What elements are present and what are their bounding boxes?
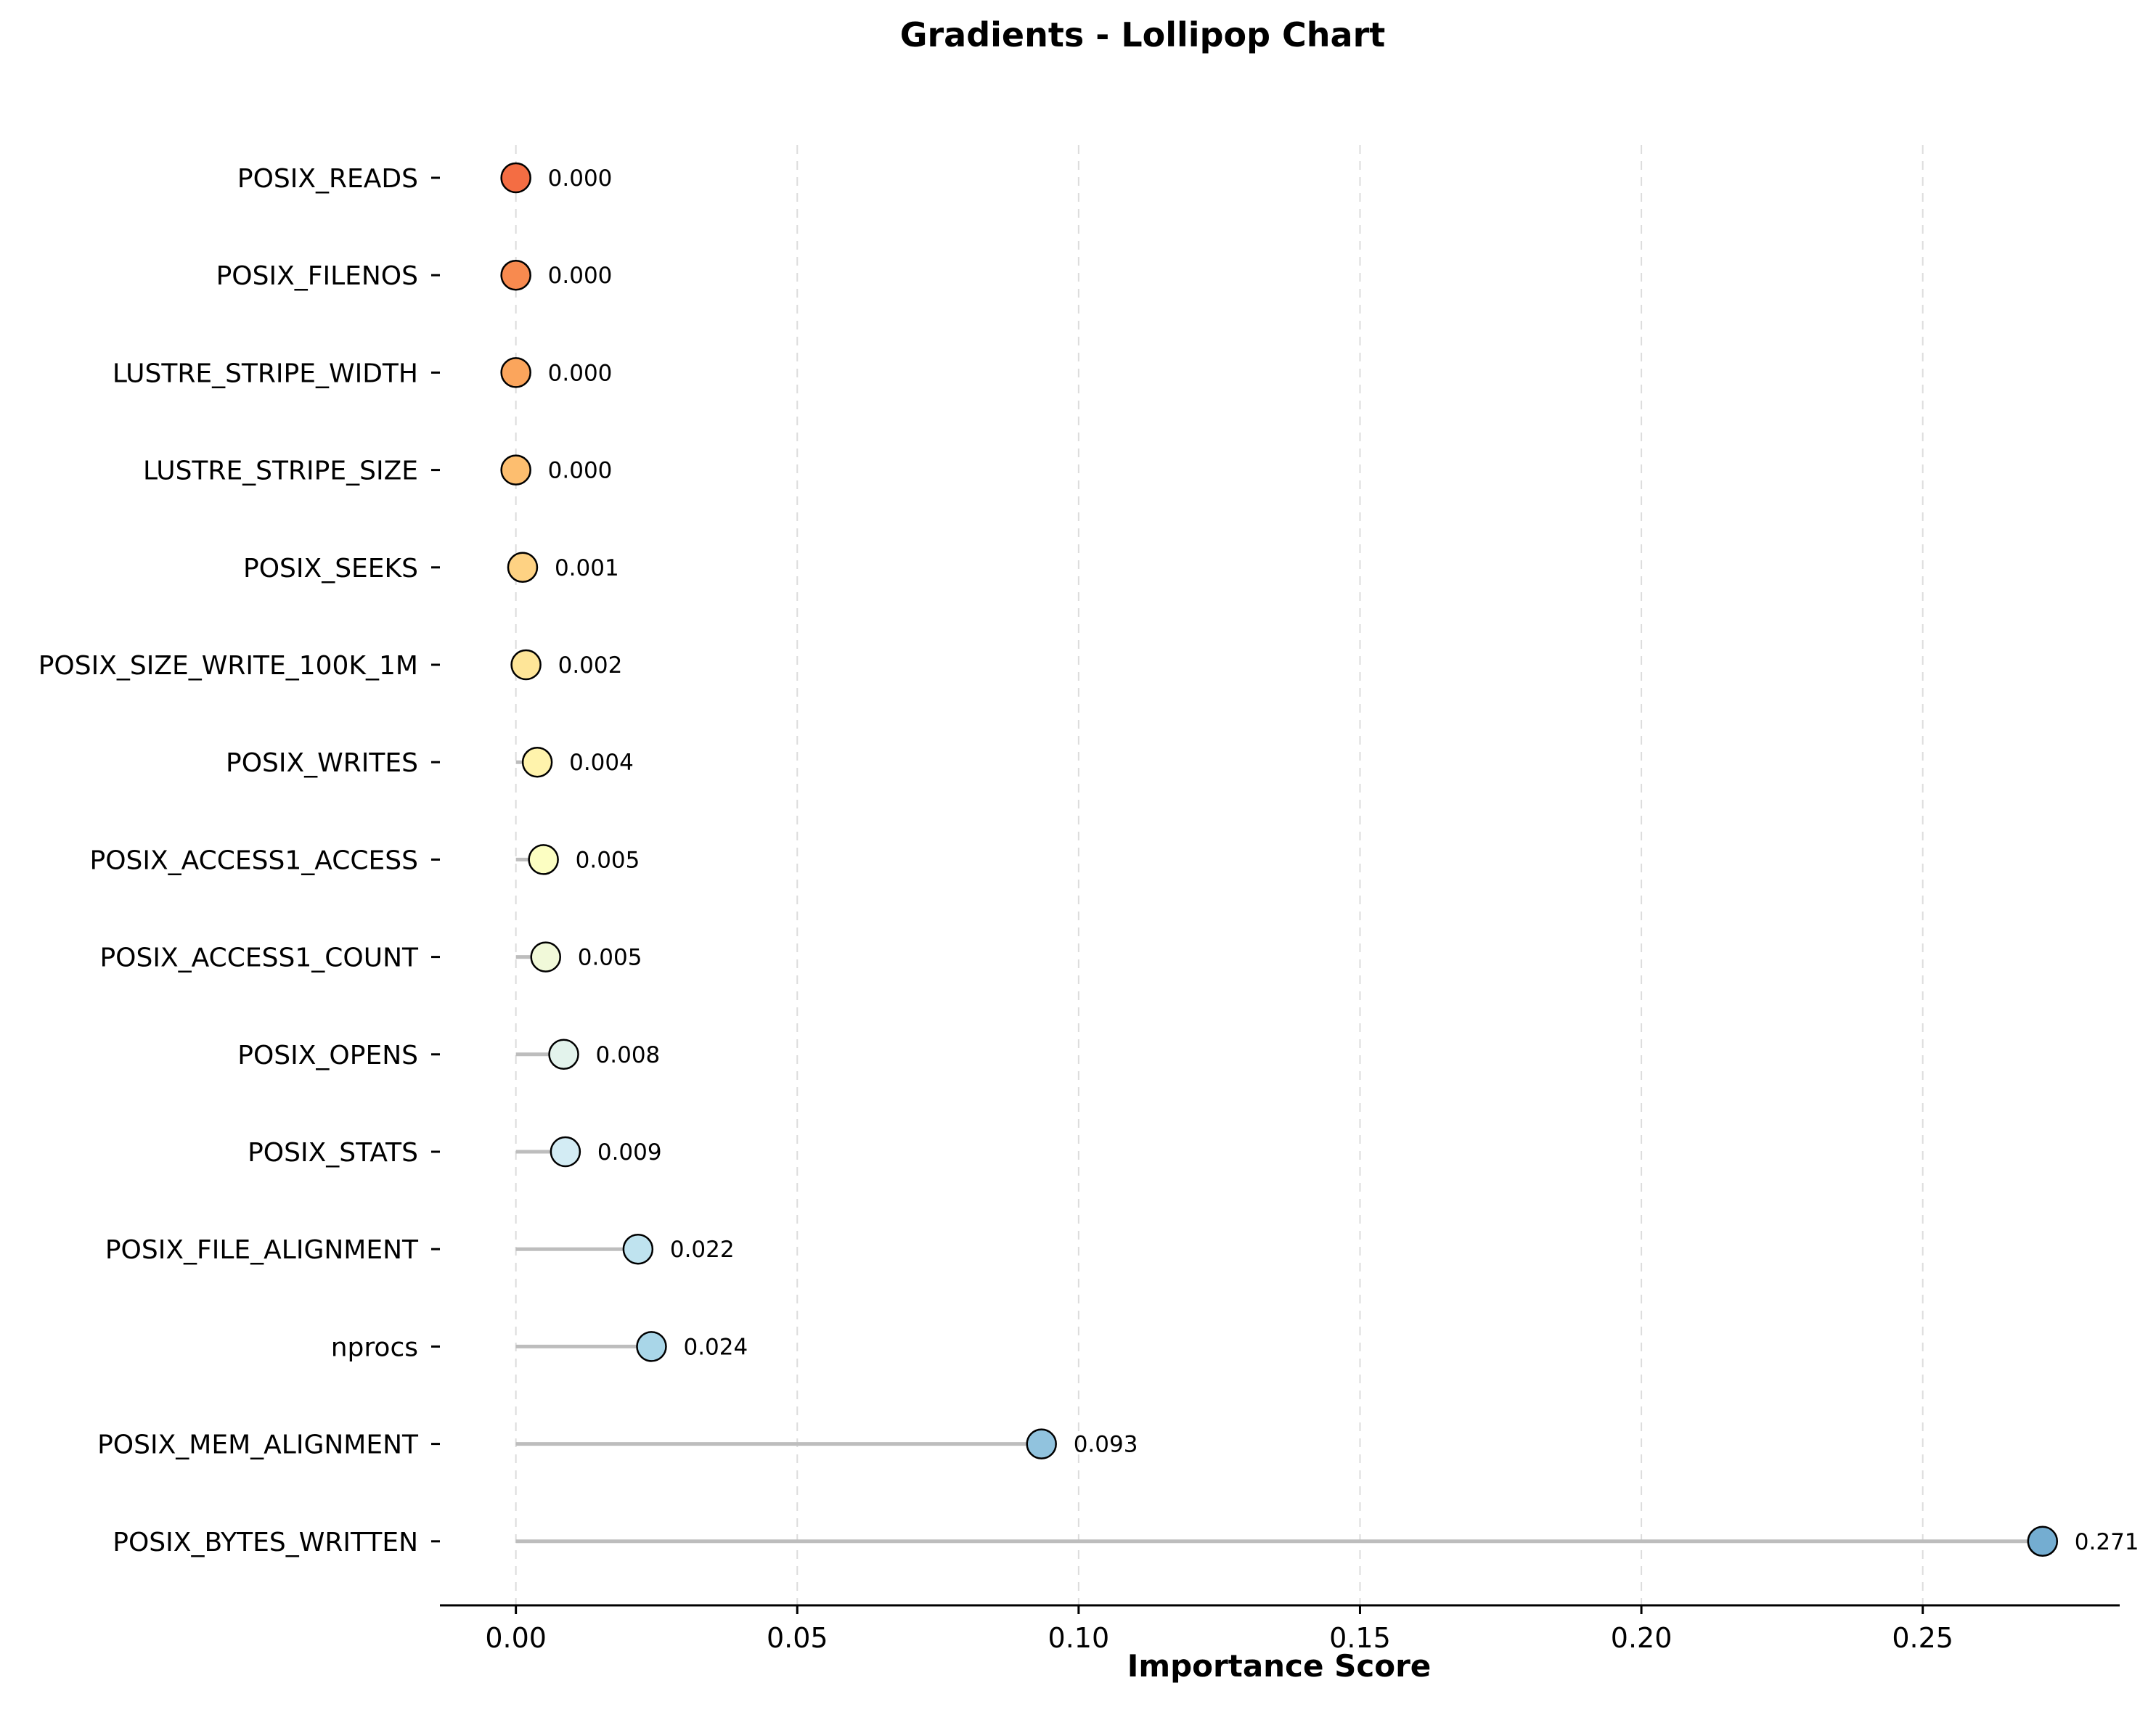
value-label-POSIX_WRITES: 0.004 [569,750,634,776]
y-axis-ticks: POSIX_READS POSIX_FILENOS LUSTRE_STRIPE_WI… [38,164,440,1557]
x-axis-label: Importance Score [1127,1648,1432,1684]
lollipop-markers [500,162,2059,1557]
value-label-POSIX_MEM_ALIGNMENT: 0.093 [1074,1432,1138,1458]
marker-POSIX_ACCESS1_ACCESS [528,844,559,875]
x-tick-label-1: 0.05 [767,1622,828,1654]
value-label-POSIX_SEEKS: 0.001 [555,555,619,581]
value-label-POSIX_BYTES_WRITTEN: 0.271 [2075,1529,2139,1555]
marker-LUSTRE_STRIPE_SIZE [500,454,531,486]
y-tick-label-POSIX_BYTES_WRITTEN: POSIX_BYTES_WRITTEN [113,1528,418,1557]
y-tick-label-POSIX_OPENS: POSIX_OPENS [237,1041,418,1070]
marker-POSIX_FILE_ALIGNMENT [622,1233,654,1265]
value-labels: 0.000 0.000 0.000 0.000 0.001 0.002 0.004 0.005… [548,165,2139,1555]
y-tick-label-POSIX_SEEKS: POSIX_SEEKS [243,554,418,583]
marker-POSIX_SIZE_WRITE_100K_1M [510,649,542,681]
lollipop-stems [515,565,2043,1544]
y-tick-label-POSIX_WRITES: POSIX_WRITES [226,748,418,778]
grid-lines [515,145,1924,1605]
value-label-POSIX_STATS: 0.009 [597,1139,662,1166]
x-tick-label-3: 0.15 [1329,1622,1391,1654]
value-label-POSIX_ACCESS1_COUNT: 0.005 [578,945,642,971]
value-label-POSIX_FILE_ALIGNMENT: 0.022 [670,1237,735,1263]
y-tick-label-POSIX_FILENOS: POSIX_FILENOS [216,261,418,291]
marker-POSIX_OPENS [548,1039,579,1070]
y-tick-label-POSIX_READS: POSIX_READS [237,164,418,194]
marker-POSIX_WRITES [521,746,553,778]
marker-POSIX_READS [500,162,531,194]
x-tick-label-2: 0.10 [1048,1622,1110,1654]
x-tick-label-5: 0.25 [1892,1622,1953,1654]
marker-POSIX_BYTES_WRITTEN [2027,1526,2059,1557]
x-tick-label-0: 0.00 [485,1622,547,1654]
y-tick-label-POSIX_STATS: POSIX_STATS [248,1138,418,1168]
y-tick-label-POSIX_ACCESS1_COUNT: POSIX_ACCESS1_COUNT [99,943,419,973]
value-label-nprocs: 0.024 [683,1334,748,1360]
value-label-POSIX_SIZE_WRITE_100K_1M: 0.002 [558,652,623,679]
value-label-POSIX_ACCESS1_ACCESS: 0.005 [576,847,640,873]
marker-POSIX_MEM_ALIGNMENT [1026,1428,1057,1459]
y-tick-label-POSIX_SIZE_WRITE_100K_1M: POSIX_SIZE_WRITE_100K_1M [38,651,418,681]
x-axis-ticks: 0.00 0.05 0.10 0.15 0.20 0.25 [485,1605,1953,1654]
value-label-POSIX_OPENS: 0.008 [596,1042,661,1068]
marker-LUSTRE_STRIPE_WIDTH [500,357,531,388]
y-tick-label-POSIX_ACCESS1_ACCESS: POSIX_ACCESS1_ACCESS [89,845,418,875]
marker-nprocs [636,1331,667,1362]
marker-POSIX_FILENOS [500,259,531,291]
marker-POSIX_SEEKS [507,552,539,583]
y-tick-label-LUSTRE_STRIPE_SIZE: LUSTRE_STRIPE_SIZE [143,456,418,486]
y-tick-label-LUSTRE_STRIPE_WIDTH: LUSTRE_STRIPE_WIDTH [113,359,418,388]
y-tick-label-POSIX_FILE_ALIGNMENT: POSIX_FILE_ALIGNMENT [105,1235,419,1265]
chart-title: Gradients - Lollipop Chart [900,15,1386,54]
value-label-LUSTRE_STRIPE_SIZE: 0.000 [548,458,613,484]
y-tick-label-POSIX_MEM_ALIGNMENT: POSIX_MEM_ALIGNMENT [97,1430,419,1460]
value-label-POSIX_FILENOS: 0.000 [548,263,613,289]
x-tick-label-4: 0.20 [1611,1622,1673,1654]
marker-POSIX_STATS [550,1136,581,1168]
marker-POSIX_ACCESS1_COUNT [530,941,561,972]
value-label-LUSTRE_STRIPE_WIDTH: 0.000 [548,360,613,386]
value-label-POSIX_READS: 0.000 [548,165,613,192]
y-tick-label-nprocs: nprocs [331,1332,418,1362]
